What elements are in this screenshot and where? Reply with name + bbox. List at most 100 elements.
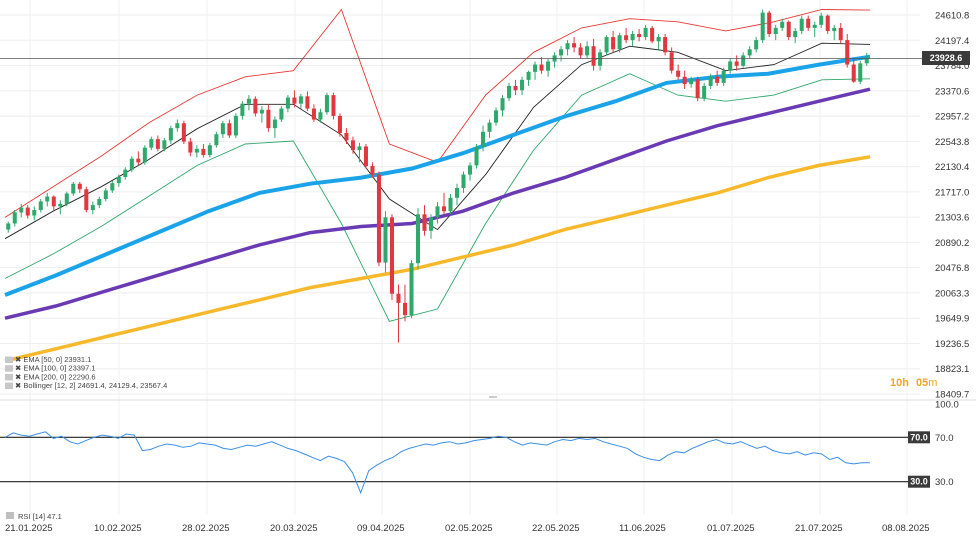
legend-handle-icon	[5, 382, 13, 390]
candle-down	[402, 302, 407, 316]
candle-up	[32, 210, 37, 216]
candle-up	[598, 52, 603, 66]
candle-up	[754, 40, 759, 50]
legend-entry: ✖ EMA [50, 0] 23931.1	[15, 355, 91, 364]
candle-up	[617, 35, 622, 50]
candle-down	[253, 98, 258, 114]
candle-down	[663, 37, 668, 53]
rsi-level-badge	[908, 431, 930, 444]
y-tick-label: 18409.7	[935, 390, 969, 401]
candle-down	[695, 79, 700, 99]
candle-down	[350, 140, 355, 151]
rsi-line	[4, 431, 871, 495]
y-tick-label: 23784.0	[935, 61, 969, 72]
x-tick-label: 09.04.2025	[357, 523, 405, 534]
candle-down	[851, 64, 856, 82]
candle-down	[611, 37, 616, 50]
x-tick-label: 21.01.2025	[5, 523, 53, 534]
candle-up	[546, 61, 551, 71]
rsi-legend: RSI [14] 47.1	[18, 512, 62, 521]
y-tick-label: 19236.5	[935, 339, 969, 350]
candle-up	[207, 145, 212, 156]
svg-text:10h 05m: 10h 05m	[890, 377, 937, 389]
candle-up	[858, 63, 863, 82]
candle-down	[188, 141, 193, 153]
candle-down	[539, 64, 544, 71]
rsi-tick-label: 100.0	[935, 400, 959, 411]
x-tick-label: 22.05.2025	[532, 523, 580, 534]
candle-down	[25, 207, 30, 216]
candle-down	[201, 148, 206, 156]
candle-down	[344, 133, 349, 141]
candle-up	[507, 85, 512, 99]
x-tick-label: 11.06.2025	[619, 523, 666, 534]
ema-200-line	[4, 155, 871, 363]
candle-down	[441, 206, 447, 212]
rsi-level-label: 30.0	[910, 477, 928, 487]
date-axis: 21.01.2025 10.02.2025 28.02.2025 20.03.2025…	[5, 523, 930, 534]
candle-up	[220, 123, 225, 135]
indicator-legend: ✖ EMA [50, 0] 23931.1✖ EMA [100, 0] 2339…	[5, 355, 167, 390]
candle-down	[786, 21, 791, 38]
candle-up	[708, 76, 713, 86]
candle-down	[136, 158, 141, 163]
candle-up	[832, 27, 837, 31]
candle-down	[376, 174, 381, 263]
candle-up	[656, 37, 661, 42]
candle-up	[448, 197, 453, 212]
candle-up	[500, 98, 505, 111]
candle-down	[591, 46, 596, 66]
candle-up	[728, 61, 733, 71]
legend-entry: ✖ EMA [100, 0] 23397.1	[15, 364, 96, 373]
y-tick-label: 19649.9	[935, 314, 969, 325]
candle-up	[142, 147, 147, 163]
legend-entry: ✖ EMA [200, 0] 22290.6	[15, 372, 96, 381]
y-tick-label: 23370.6	[935, 86, 969, 97]
legend-handle-icon	[5, 365, 13, 372]
y-tick-label: 20476.8	[935, 263, 969, 274]
candle-up	[318, 112, 323, 120]
y-tick-label: 18823.1	[935, 364, 969, 375]
candle-up	[494, 110, 499, 123]
candle-up	[383, 217, 388, 263]
candle-up	[468, 165, 473, 175]
y-tick-label: 24610.8	[935, 11, 969, 22]
candle-down	[734, 61, 739, 66]
rsi-tick-label: 70.0	[935, 433, 954, 444]
candle-down	[845, 40, 850, 65]
current-price-badge: 23928.6	[922, 51, 970, 65]
y-tick-label: 24197.4	[935, 36, 969, 47]
candle-down	[676, 70, 681, 77]
x-tick-label: 01.07.2025	[707, 523, 755, 534]
ema-50-line	[4, 54, 871, 297]
candle-down	[311, 108, 316, 120]
candle-up	[279, 108, 284, 120]
candle-down	[227, 123, 232, 136]
candle-up	[12, 212, 17, 224]
candle-down	[305, 96, 310, 109]
candle-up	[45, 196, 50, 202]
candle-down	[422, 214, 427, 231]
y-tick-label: 21303.6	[935, 213, 969, 224]
candle-up	[461, 174, 466, 189]
legend-handle-icon	[5, 356, 13, 363]
candle-up	[175, 123, 180, 129]
candle-down	[363, 146, 368, 167]
candle-up	[454, 188, 460, 198]
candle-up	[123, 169, 128, 178]
candle-down	[825, 15, 830, 31]
candle-up	[520, 79, 525, 91]
candle-up	[116, 177, 121, 184]
candle-up	[6, 223, 11, 230]
x-tick-label: 21.07.2025	[795, 523, 843, 534]
x-tick-label: 20.03.2025	[270, 523, 318, 534]
bollinger-middle-line	[4, 42, 871, 240]
candle-up	[357, 146, 362, 151]
y-tick-label: 21717.0	[935, 187, 969, 198]
candle-down	[51, 196, 56, 207]
candle-up	[812, 24, 817, 28]
rsi-panel: 100.0 70.0 30.0 70.0 30.0 RSI [14] 47.1	[0, 399, 976, 521]
candle-down	[155, 139, 160, 149]
current-price-label: 23928.6	[930, 53, 963, 63]
candle-down	[292, 97, 297, 104]
